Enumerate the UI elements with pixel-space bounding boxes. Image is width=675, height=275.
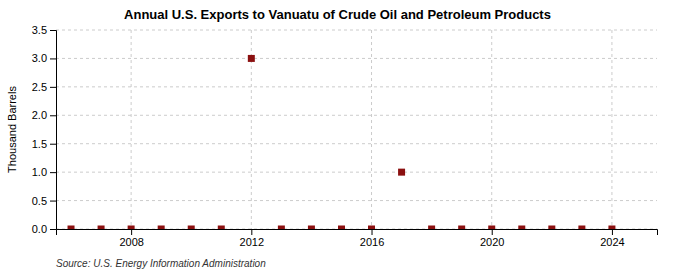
x-tick-mark [131,229,132,235]
y-axis-line [50,31,57,230]
x-tick-label: 2012 [240,236,264,248]
x-grid-line [371,30,372,229]
x-tick: 2016 [360,229,384,248]
grid [56,30,657,229]
x-tick: 2012 [240,229,264,248]
y-tick-label: 0.5 [32,195,47,207]
y-tick: 2.5 [32,81,56,93]
point [128,226,135,230]
point [368,226,375,230]
y-tick-label: 2.5 [32,81,47,93]
y-grid-line [56,200,657,201]
y-tick-label: 3.5 [32,24,47,36]
y-tick-mark [50,229,56,230]
points [68,55,616,229]
y-tick-mark [50,172,56,173]
x-tick-mark [372,229,373,235]
title: Annual U.S. Exports to Vanuatu of Crude … [124,7,551,22]
point [428,226,435,230]
x-tick-label: 2024 [600,236,624,248]
chart: 2008 2012 2016 2020 2024 0.0 0.5 1.0 1.5 2.0 2.5 3.… [0,0,675,275]
point [218,226,225,230]
point [548,226,555,230]
source-note: Source: U.S. Energy Information Administ… [56,258,266,269]
x-grid-line [131,30,132,229]
x-tick-label: 2008 [119,236,143,248]
x-axis: 2008 2012 2016 2020 2024 [57,229,658,248]
y-tick: 1.5 [32,138,56,150]
x-tick: 2024 [600,229,624,248]
y-tick-label: 1.5 [32,138,47,150]
y-tick: 3.5 [32,24,56,36]
y-grid-line [56,172,657,173]
point [578,226,585,230]
x-axis-line [57,230,658,236]
y-tick-mark [50,30,56,31]
x-tick-mark [251,229,252,235]
point [248,55,255,62]
plot: 2008 2012 2016 2020 2024 0.0 0.5 1.0 1.5 2.0 2.5 3.… [32,24,658,248]
x-grid-line [491,30,492,229]
y-tick: 0.5 [32,195,56,207]
y-grid-line [56,115,657,116]
point [518,226,525,230]
x-tick: 2020 [480,229,504,248]
y-tick-mark [50,144,56,145]
x-tick-mark [492,229,493,235]
x-tick-label: 2020 [480,236,504,248]
point [608,226,615,230]
y-tick-label: 2.0 [32,109,47,121]
y-grid-line [56,143,657,144]
y-tick-mark [50,115,56,116]
y-tick-mark [50,87,56,88]
y-axis-label: Thousand Barrels [6,86,18,173]
y-tick-mark [50,201,56,202]
y-axis: 0.0 0.5 1.0 1.5 2.0 2.5 3.0 3.5 [32,24,57,235]
y-tick-mark [50,58,56,59]
point [398,169,405,176]
y-tick-label: 3.0 [32,52,47,64]
point [98,226,105,230]
x-grid-line [611,30,612,229]
point [338,226,345,230]
point [278,226,285,230]
point [68,226,75,230]
y-tick: 2.0 [32,109,56,121]
y-grid-line [56,86,657,87]
x-tick-mark [612,229,613,235]
point [188,226,195,230]
point [308,226,315,230]
y-tick-label: 1.0 [32,166,47,178]
x-tick: 2008 [119,229,143,248]
y-tick: 1.0 [32,166,56,178]
point [488,226,495,230]
y-tick: 3.0 [32,52,56,64]
x-tick-label: 2016 [360,236,384,248]
point [458,226,465,230]
y-tick: 0.0 [32,223,56,235]
y-tick-label: 0.0 [32,223,47,235]
y-grid-line [56,30,657,31]
y-grid-line [56,58,657,59]
point [158,226,165,230]
